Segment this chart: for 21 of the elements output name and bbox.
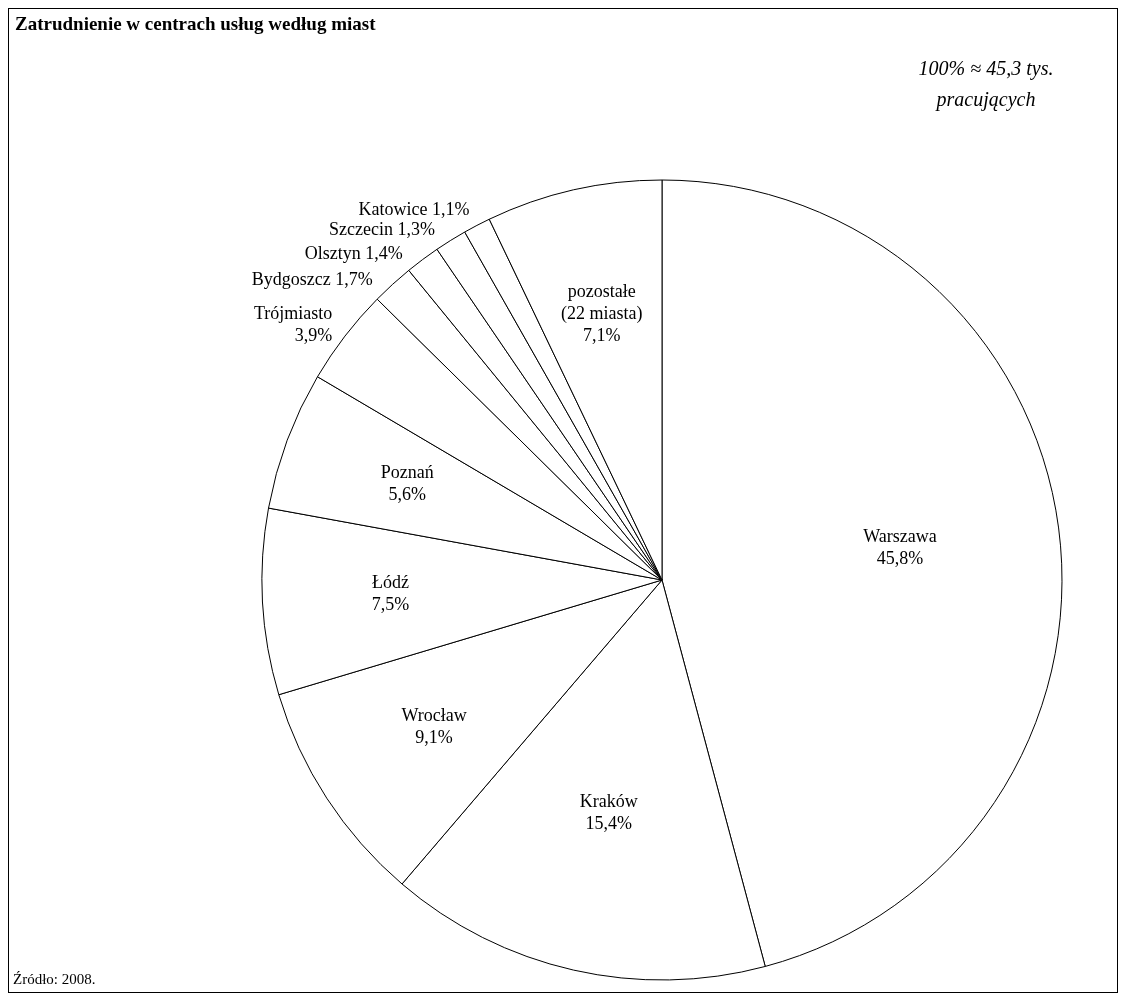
slice-label: Szczecin 1,3%: [329, 219, 436, 240]
slice-label: Katowice 1,1%: [358, 199, 470, 220]
slice-label: Poznań: [380, 462, 434, 483]
data-label: 45,8%: [876, 547, 924, 568]
text: 100% ≈ 45,3 tys. pracujących: [917, 56, 1055, 113]
data-label: 7,5%: [371, 594, 410, 615]
slice-label: Łódź: [371, 572, 409, 593]
text: Źródło: 2008.: [13, 971, 96, 988]
slice-label: Trójmiasto: [253, 303, 333, 324]
slice-label: pozostałe (22 miasta): [561, 280, 643, 324]
slice-label: Wrocław: [401, 705, 467, 726]
slice-label: Warszawa: [863, 525, 937, 546]
data-label: 7,1%: [583, 324, 621, 345]
data-label: 15,4%: [585, 813, 633, 834]
slice-label: Kraków: [579, 791, 638, 812]
chart-title: Zatrudnienie w centrach usług według miast: [15, 13, 376, 35]
data-label: 9,1%: [415, 727, 453, 748]
slice-label: Olsztyn 1,4%: [304, 242, 403, 263]
data-label: 3,9%: [294, 325, 333, 346]
slice-label: Bydgoszcz 1,7%: [251, 269, 373, 290]
data-label: 5,6%: [388, 484, 426, 505]
